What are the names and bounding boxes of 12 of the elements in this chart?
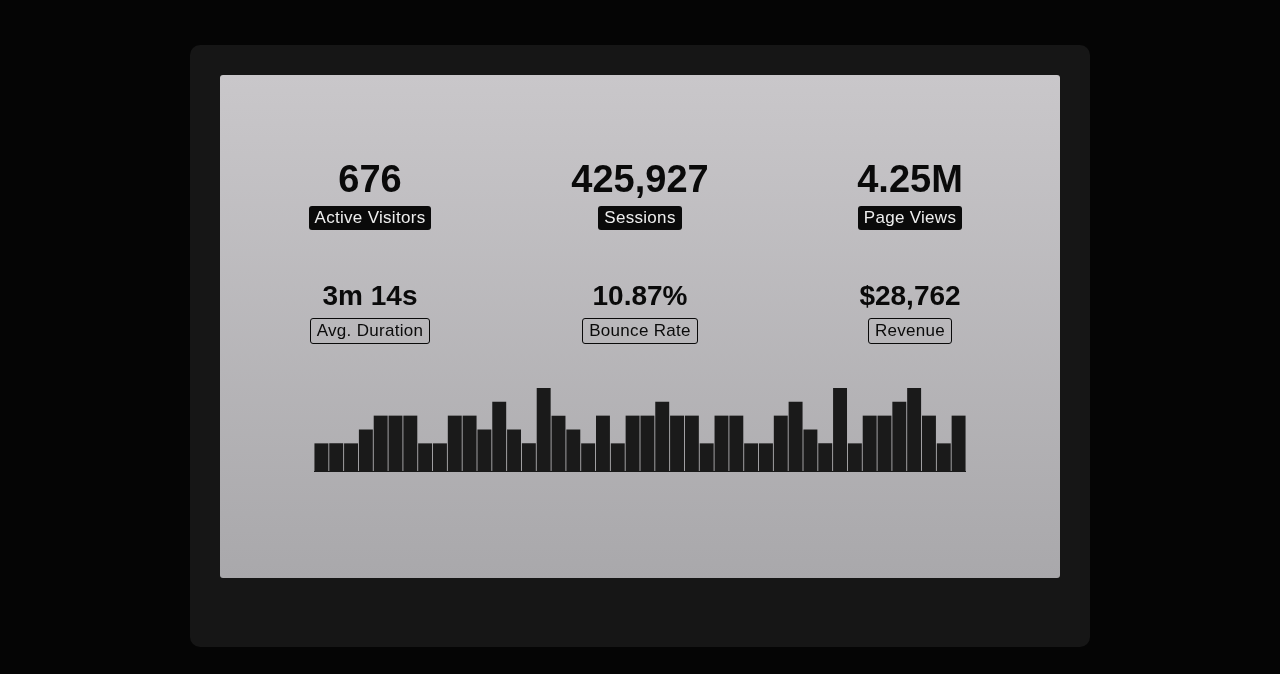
text: Revenue — [867, 318, 953, 344]
text: 10.87% — [591, 280, 689, 311]
text: Active Visitors — [308, 206, 432, 230]
text: 4.25M — [856, 158, 964, 200]
text: $28,762 — [858, 280, 962, 311]
text: 676 — [337, 158, 403, 200]
text: Page Views — [857, 206, 963, 230]
text: Sessions — [598, 206, 682, 230]
text: Bounce Rate — [582, 318, 698, 344]
text: 425,927 — [570, 158, 710, 200]
text: Avg. Duration — [309, 318, 431, 344]
text: 3m 14s — [321, 280, 419, 311]
